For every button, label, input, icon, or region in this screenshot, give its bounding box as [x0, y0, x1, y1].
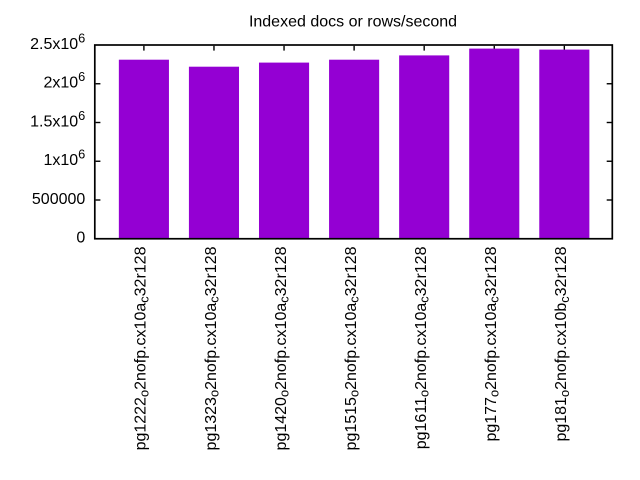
- svg-text:pg1323o2nofp.cx10ac32r128: pg1323o2nofp.cx10ac32r128: [203, 246, 222, 450]
- svg-text:pg1222o2nofp.cx10ac32r128: pg1222o2nofp.cx10ac32r128: [133, 246, 152, 450]
- svg-text:pg1611o2nofp.cx10ac32r128: pg1611o2nofp.cx10ac32r128: [413, 246, 432, 449]
- svg-text:0: 0: [76, 230, 85, 247]
- svg-text:2.5x106: 2.5x106: [30, 30, 85, 53]
- svg-text:1x106: 1x106: [43, 147, 85, 170]
- svg-text:pg1420o2nofp.cx10ac32r128: pg1420o2nofp.cx10ac32r128: [273, 246, 292, 450]
- svg-text:1.5x106: 1.5x106: [30, 108, 85, 131]
- svg-text:500000: 500000: [32, 191, 85, 208]
- svg-text:Indexed docs or rows/second: Indexed docs or rows/second: [249, 14, 457, 31]
- svg-text:pg181o2nofp.cx10bc32r128: pg181o2nofp.cx10bc32r128: [553, 246, 572, 441]
- svg-text:2x106: 2x106: [43, 69, 85, 92]
- svg-text:pg1515o2nofp.cx10ac32r128: pg1515o2nofp.cx10ac32r128: [343, 246, 362, 450]
- svg-text:pg177o2nofp.cx10ac32r128: pg177o2nofp.cx10ac32r128: [483, 246, 502, 441]
